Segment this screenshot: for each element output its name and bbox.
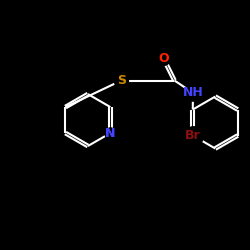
Text: O: O (158, 52, 169, 65)
Text: S: S (117, 74, 126, 87)
Text: NH: NH (182, 86, 203, 99)
Text: Br: Br (185, 129, 200, 142)
Text: N: N (105, 126, 116, 140)
Text: N: N (105, 126, 116, 140)
